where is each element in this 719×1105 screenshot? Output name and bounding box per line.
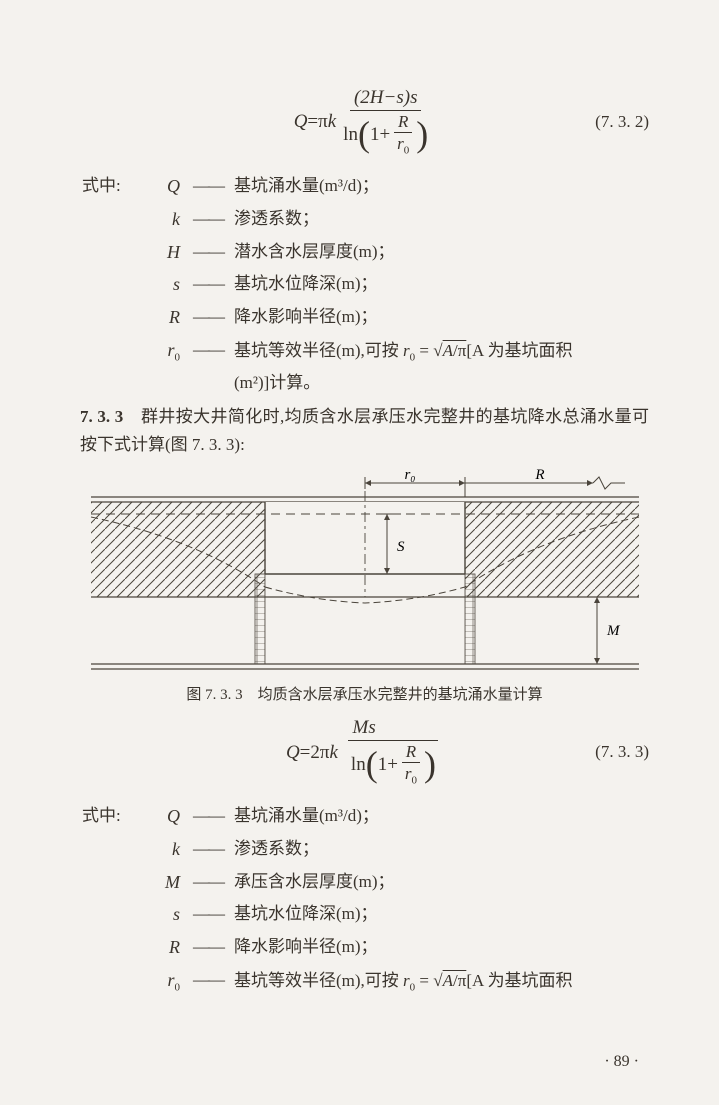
- def2-row-R: R —— 降水影响半径(m)；: [82, 933, 649, 963]
- fig-caption: 图 7. 3. 3 均质含水层承压水完整井的基坑涌水量计算: [80, 683, 649, 708]
- def2-text-k: 渗透系数；: [234, 835, 649, 863]
- def2-sym-s: s: [140, 900, 182, 930]
- eq2-inner-num: R: [402, 741, 420, 763]
- eq2-lhs: Q: [286, 737, 300, 768]
- def1-sym-R: R: [140, 303, 182, 333]
- def1-row-s: s —— 基坑水位降深(m)；: [82, 270, 649, 300]
- page: Q = π k (2H−s)s ln ( 1+ R r0: [0, 0, 719, 1105]
- defs-2: 式中: Q —— 基坑涌水量(m³/d)； k —— 渗透系数； M —— 承压…: [82, 802, 649, 996]
- eq1-one-plus: 1+: [370, 123, 390, 147]
- eq2-two: 2: [310, 737, 320, 768]
- def1-sym-k: k: [140, 205, 182, 235]
- eq1-num-text: (2H−s)s: [354, 87, 418, 108]
- def1-row-Q: 式中: Q —— 基坑涌水量(m³/d)；: [82, 172, 649, 202]
- eq2-denominator: ln ( 1+ R r0 ): [347, 741, 440, 788]
- def1-sym-Q: Q: [140, 172, 182, 202]
- eq2-eq: =: [300, 737, 311, 768]
- def2-text-s: 基坑水位降深(m)；: [234, 900, 649, 928]
- def1-text-s: 基坑水位降深(m)；: [234, 270, 649, 298]
- eq1-pi: π: [318, 106, 328, 137]
- para733-text: 群井按大井简化时,均质含水层承压水完整井的基坑降水总涌水量可按下式计算(图 7.…: [80, 407, 649, 454]
- equation-7-3-3: Q = 2 π k Ms ln ( 1+ R r0: [80, 716, 649, 788]
- def1-row-R: R —— 降水影响半径(m)；: [82, 303, 649, 333]
- eq1-lparen: (: [358, 124, 370, 146]
- def2-sym-r0: r0: [140, 966, 182, 997]
- fig-label-M: M: [606, 623, 621, 639]
- def1-text-k: 渗透系数；: [234, 205, 649, 233]
- eq2-inner-frac: R r0: [401, 741, 421, 788]
- eq2-k: k: [329, 737, 337, 768]
- eq2-ln: ln: [351, 753, 366, 777]
- eq1-eq: =: [307, 106, 318, 137]
- fig-label-S: S: [397, 539, 405, 555]
- eq2-one-plus: 1+: [378, 753, 398, 777]
- eq2-lparen: (: [366, 754, 378, 776]
- figure-svg: r₀ R: [85, 469, 645, 679]
- page-number: · 89 ·: [604, 1049, 639, 1075]
- def2-text-R: 降水影响半径(m)；: [234, 933, 649, 961]
- eq2-pi: π: [320, 737, 330, 768]
- eq1-inner-num: R: [394, 111, 412, 133]
- eq2-main-frac: Ms ln ( 1+ R r0 ): [347, 716, 440, 788]
- def2-row-k: k —— 渗透系数；: [82, 835, 649, 865]
- eq1-formula: Q = π k (2H−s)s ln ( 1+ R r0: [294, 86, 436, 158]
- eq2-inner-r: r: [405, 764, 412, 783]
- sec-num-733: 7. 3. 3: [80, 407, 123, 426]
- def1-text-Q: 基坑涌水量(m³/d)；: [234, 172, 649, 200]
- fig-label-r0: r₀: [404, 469, 415, 483]
- def2-row-Q: 式中: Q —— 基坑涌水量(m³/d)；: [82, 802, 649, 832]
- para-7-3-3: 7. 3. 3 群井按大井简化时,均质含水层承压水完整井的基坑降水总涌水量可按下…: [80, 403, 649, 459]
- eq1-number: (7. 3. 2): [595, 108, 649, 136]
- def1-sym-r0: r0: [140, 336, 182, 367]
- eq1-inner-r-sub: 0: [404, 144, 410, 156]
- def2-sym-M: M: [140, 868, 182, 898]
- eq2-rparen: ): [424, 754, 436, 776]
- eq1-inner-frac: R r0: [393, 111, 413, 158]
- eq2-formula: Q = 2 π k Ms ln ( 1+ R r0: [286, 716, 443, 788]
- eq2-number: (7. 3. 3): [595, 738, 649, 766]
- defs2-prefix: 式中:: [82, 802, 140, 830]
- def1-text-r0: 基坑等效半径(m),可按 r0 = √A/π[A 为基坑面积: [234, 336, 649, 367]
- def2-text-Q: 基坑涌水量(m³/d)；: [234, 802, 649, 830]
- def1-sym-s: s: [140, 270, 182, 300]
- figure-7-3-3: r₀ R: [80, 469, 649, 679]
- def2-row-s: s —— 基坑水位降深(m)；: [82, 900, 649, 930]
- fig-label-R: R: [534, 469, 544, 483]
- def1-r0-cont: (m²)]计算。: [234, 369, 649, 397]
- def1-row-r0: r0 —— 基坑等效半径(m),可按 r0 = √A/π[A 为基坑面积: [82, 336, 649, 367]
- eq1-inner-r: r: [397, 134, 404, 153]
- def2-sym-R: R: [140, 933, 182, 963]
- eq2-inner-den: r0: [401, 763, 421, 788]
- equation-7-3-2: Q = π k (2H−s)s ln ( 1+ R r0: [80, 86, 649, 158]
- def2-sym-k: k: [140, 835, 182, 865]
- defs-1: 式中: Q —— 基坑涌水量(m³/d)； k —— 渗透系数； H —— 潜水…: [82, 172, 649, 397]
- eq2-s: s: [368, 717, 375, 738]
- eq1-numerator: (2H−s)s: [350, 86, 422, 111]
- eq1-main-frac: (2H−s)s ln ( 1+ R r0 ): [339, 86, 432, 158]
- eq1-inner-den: r0: [393, 133, 413, 158]
- eq1-k: k: [328, 106, 336, 137]
- def1-text-R: 降水影响半径(m)；: [234, 303, 649, 331]
- eq2-numerator: Ms: [348, 716, 438, 741]
- def2-row-M: M —— 承压含水层厚度(m)；: [82, 868, 649, 898]
- def2-sym-Q: Q: [140, 802, 182, 832]
- def2-text-M: 承压含水层厚度(m)；: [234, 868, 649, 896]
- defs1-prefix: 式中:: [82, 172, 140, 200]
- eq1-ln: ln: [343, 123, 358, 147]
- def2-text-r0: 基坑等效半径(m),可按 r0 = √A/π[A 为基坑面积: [234, 966, 649, 997]
- eq1-lhs: Q: [294, 106, 308, 137]
- def1-text-H: 潜水含水层厚度(m)；: [234, 238, 649, 266]
- eq1-rparen: ): [416, 124, 428, 146]
- eq2-M: M: [352, 717, 368, 738]
- eq1-denominator: ln ( 1+ R r0 ): [339, 111, 432, 158]
- def1-row-k: k —— 渗透系数；: [82, 205, 649, 235]
- def2-row-r0: r0 —— 基坑等效半径(m),可按 r0 = √A/π[A 为基坑面积: [82, 966, 649, 997]
- def1-row-H: H —— 潜水含水层厚度(m)；: [82, 238, 649, 268]
- def-dash: ——: [182, 172, 234, 200]
- eq2-inner-r-sub: 0: [412, 775, 418, 787]
- def1-sym-H: H: [140, 238, 182, 268]
